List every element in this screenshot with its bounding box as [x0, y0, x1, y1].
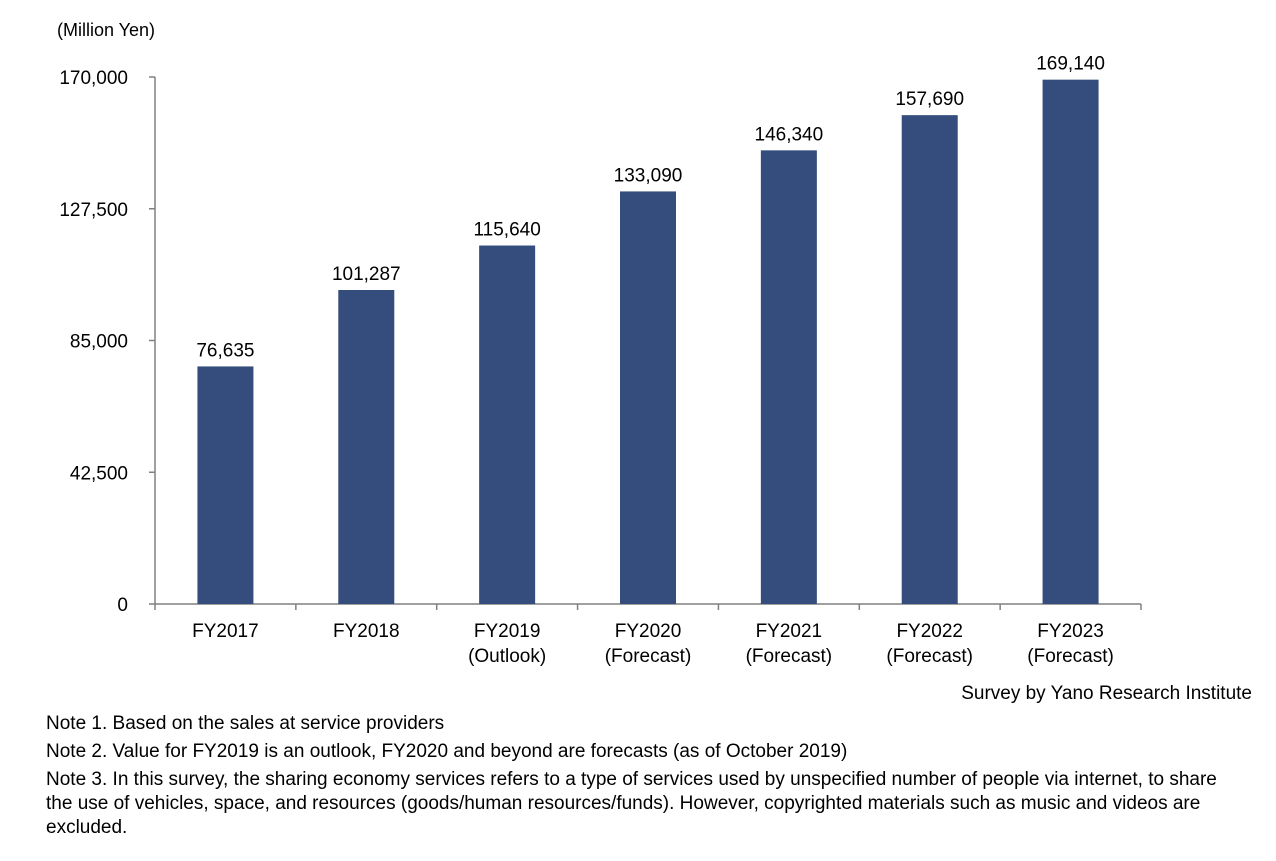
- x-tick-label: (Outlook): [468, 646, 546, 667]
- bar: [760, 150, 817, 604]
- bar-chart: 0 42,500 85,000 127,500 170,000 76,635 FY2017 1…: [59, 54, 1142, 667]
- y-tick-label: 127,500: [59, 200, 128, 221]
- x-tick-label: (Forecast): [886, 646, 973, 667]
- bar: [479, 245, 536, 605]
- unit-label: (Million Yen): [57, 20, 156, 40]
- note-3: Note 3. In this survey, the sharing econ…: [46, 769, 1217, 838]
- y-tick-label: 42,500: [70, 463, 128, 484]
- note-1: Note 1. Based on the sales at service pr…: [46, 713, 445, 734]
- bar: [1042, 79, 1099, 604]
- data-label: 169,140: [1036, 54, 1105, 75]
- data-label: 101,287: [332, 264, 401, 285]
- data-label: 133,090: [614, 165, 683, 186]
- x-tick-label: (Forecast): [605, 646, 692, 667]
- notes: Note 1. Based on the sales at service pr…: [46, 712, 1246, 844]
- note-2: Note 2. Value for FY2019 is an outlook, …: [46, 741, 848, 762]
- y-tick-label: 85,000: [70, 332, 128, 353]
- data-label: 146,340: [755, 124, 824, 145]
- data-label: 76,635: [196, 340, 254, 361]
- data-label: 115,640: [474, 220, 541, 241]
- x-tick-label: FY2017: [192, 621, 259, 642]
- y-tick-label: 0: [117, 595, 128, 616]
- x-tick-label: FY2020: [615, 621, 682, 642]
- x-tick-label: FY2022: [896, 621, 963, 642]
- x-tick-label: FY2021: [756, 621, 823, 642]
- x-tick-label: FY2023: [1037, 621, 1104, 642]
- bar: [620, 191, 676, 604]
- x-tick-label: FY2019: [474, 621, 541, 642]
- x-tick-label: (Forecast): [1027, 646, 1114, 667]
- data-label: 157,690: [895, 89, 964, 110]
- x-tick-label: FY2018: [333, 621, 400, 642]
- bar: [338, 290, 395, 604]
- source-credit: Survey by Yano Research Institute: [961, 683, 1252, 704]
- y-tick-label: 170,000: [59, 68, 128, 89]
- x-tick-label: (Forecast): [746, 646, 833, 667]
- bar: [901, 115, 958, 604]
- bar: [197, 366, 254, 604]
